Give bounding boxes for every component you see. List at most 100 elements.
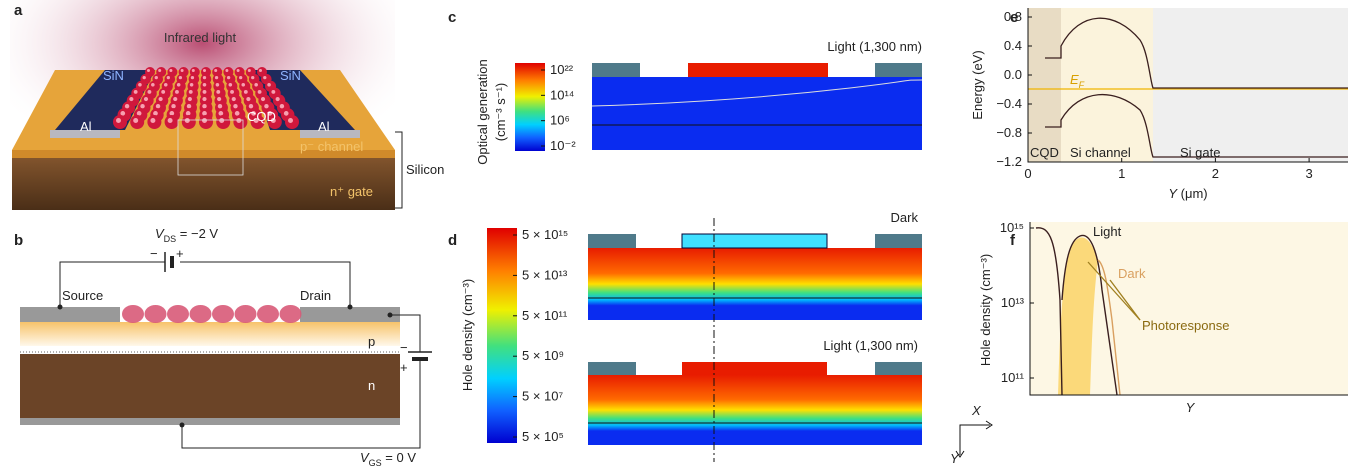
sphere-highlight bbox=[267, 111, 273, 116]
al-label: Al bbox=[80, 119, 92, 134]
sin-label: SiN bbox=[280, 68, 301, 83]
pad bbox=[588, 234, 636, 248]
tick-label: 0 bbox=[1024, 166, 1031, 181]
panel-f: 10¹⁵ 10¹³ 10¹¹ f Hole density (cm⁻³) Y Lig… bbox=[978, 220, 1348, 415]
sphere-highlight bbox=[185, 111, 191, 116]
sphere-highlight bbox=[233, 104, 238, 109]
sphere-highlight bbox=[169, 111, 175, 116]
region-label: Si gate bbox=[1180, 145, 1220, 160]
cqd-dot bbox=[279, 305, 302, 323]
sphere-highlight bbox=[279, 104, 285, 109]
sphere-highlight bbox=[142, 76, 146, 80]
al-left bbox=[50, 130, 120, 138]
sphere-highlight bbox=[124, 104, 130, 109]
sphere-highlight bbox=[217, 104, 223, 109]
sphere-highlight bbox=[202, 97, 207, 102]
panel-label: d bbox=[448, 232, 457, 249]
conduction-band bbox=[1045, 17, 1348, 89]
sphere-highlight bbox=[129, 97, 134, 102]
tick-label: 0.8 bbox=[1004, 9, 1022, 24]
cqd-dot bbox=[167, 305, 189, 323]
sphere-highlight bbox=[264, 104, 269, 109]
sphere-highlight bbox=[147, 69, 150, 72]
plus-sign: + bbox=[176, 246, 184, 261]
contour bbox=[591, 79, 923, 107]
tick-label: 5 × 10⁹ bbox=[522, 348, 564, 363]
panel-label: c bbox=[448, 9, 456, 26]
axis-label: Y bbox=[950, 451, 960, 466]
tick-label: 10⁻² bbox=[550, 138, 576, 153]
minus-sign: − bbox=[150, 246, 158, 261]
pad bbox=[875, 63, 922, 77]
tick-label: 1 bbox=[1118, 166, 1125, 181]
sphere-highlight bbox=[158, 97, 163, 102]
sphere-highlight bbox=[203, 69, 206, 72]
cqd-layer bbox=[681, 233, 828, 249]
sphere-highlight bbox=[231, 97, 236, 102]
sphere-highlight bbox=[236, 69, 240, 72]
colorbar-title: Optical generation bbox=[475, 59, 490, 165]
sphere-highlight bbox=[133, 90, 138, 94]
gate-region bbox=[1153, 8, 1348, 162]
sphere-highlight bbox=[151, 83, 155, 87]
tick-label: 5 × 10⁵ bbox=[522, 429, 564, 444]
arrow bbox=[1087, 261, 1141, 321]
sphere-highlight bbox=[133, 118, 139, 123]
x-axis-title: Y (μm) bbox=[1168, 186, 1207, 201]
node bbox=[57, 304, 63, 310]
drain-contact bbox=[300, 307, 400, 322]
cqd-layer bbox=[688, 63, 828, 77]
pad bbox=[592, 63, 640, 77]
y-axis-title: Hole density (cm⁻³) bbox=[978, 254, 993, 366]
sphere-highlight bbox=[241, 83, 246, 87]
sphere-highlight bbox=[259, 69, 262, 72]
sphere-highlight bbox=[147, 90, 152, 94]
tick-label: −1.2 bbox=[996, 154, 1022, 169]
gate-label: n⁺ gate bbox=[330, 184, 373, 199]
panel-d: d Dark Light (1,300 nm) Hole density (cm… bbox=[448, 210, 922, 462]
sphere-highlight bbox=[180, 69, 184, 72]
sphere-highlight bbox=[236, 118, 242, 123]
cqd-spheres bbox=[113, 67, 299, 129]
bracket bbox=[395, 131, 403, 209]
sphere-highlight bbox=[288, 118, 293, 123]
sphere-highlight bbox=[270, 118, 276, 123]
sphere-highlight bbox=[184, 118, 190, 123]
sphere-highlight bbox=[153, 111, 158, 116]
source-label: Source bbox=[62, 288, 103, 303]
n-label: n bbox=[368, 378, 375, 393]
sphere-highlight bbox=[257, 90, 262, 94]
sphere-highlight bbox=[178, 76, 183, 80]
p-label: p bbox=[368, 334, 375, 349]
al-label: Al bbox=[318, 119, 330, 134]
tick-label: 10¹⁴ bbox=[550, 87, 574, 102]
cqd-dot bbox=[212, 305, 234, 323]
sphere-highlight bbox=[158, 69, 162, 72]
sphere-highlight bbox=[248, 104, 254, 109]
sphere-highlight bbox=[155, 104, 161, 109]
sphere-highlight bbox=[225, 69, 229, 72]
tick-label: 10¹³ bbox=[1001, 295, 1025, 310]
tick-label: 0.0 bbox=[1004, 67, 1022, 82]
colorbar bbox=[515, 63, 545, 151]
tick-label: 10¹¹ bbox=[1001, 370, 1025, 385]
sphere-highlight bbox=[190, 76, 195, 80]
vgs-label: VGS = 0 V bbox=[360, 450, 416, 467]
minus-sign: − bbox=[400, 340, 408, 355]
sphere-highlight bbox=[228, 83, 233, 87]
channel-region bbox=[1061, 8, 1153, 162]
channel-label: p⁻ channel bbox=[300, 139, 363, 154]
back-contact bbox=[20, 418, 400, 425]
dark-curve bbox=[1097, 259, 1121, 396]
sphere-highlight bbox=[143, 97, 149, 102]
sphere-highlight bbox=[260, 97, 266, 102]
device-map bbox=[588, 248, 922, 320]
al-right bbox=[300, 130, 360, 138]
valence-band bbox=[1045, 93, 1348, 158]
wire bbox=[181, 314, 421, 449]
tick-label: 5 × 10¹³ bbox=[522, 267, 568, 282]
axis-label: X bbox=[971, 403, 982, 418]
sphere-highlight bbox=[175, 90, 179, 94]
dark-start bbox=[1035, 227, 1063, 396]
panel-e: 0.80.40.0−0.4−0.8−1.20 1 2 3 e Energy (eV) … bbox=[970, 8, 1348, 201]
